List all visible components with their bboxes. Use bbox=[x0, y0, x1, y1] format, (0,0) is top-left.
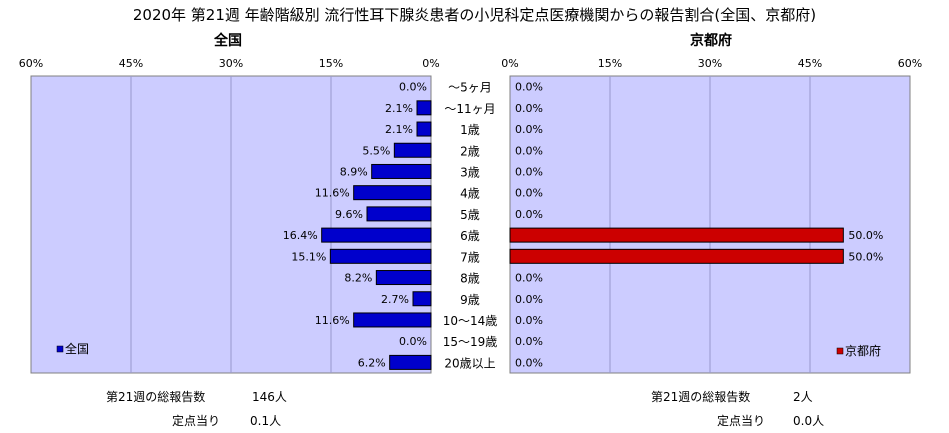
legend-swatch-left bbox=[56, 345, 64, 353]
data-label-right: 50.0% bbox=[848, 250, 883, 263]
data-label-right: 0.0% bbox=[515, 165, 543, 178]
data-label-right: 0.0% bbox=[515, 314, 543, 327]
bar-left bbox=[375, 270, 432, 286]
national-per-site-label: 定点当り bbox=[172, 414, 221, 428]
kyoto-per-site-value: 0.0人 bbox=[793, 414, 825, 428]
legend-label-left: 全国 bbox=[65, 341, 89, 356]
x-tick-label-right: 45% bbox=[798, 57, 822, 70]
data-label-left: 2.7% bbox=[381, 293, 409, 306]
kyoto-total-label: 第21週の総報告数 bbox=[651, 390, 751, 404]
category-label: ～11ヶ月 bbox=[444, 102, 495, 116]
data-label-left: 8.9% bbox=[340, 165, 368, 178]
x-tick-label-left: 45% bbox=[119, 57, 143, 70]
x-tick-label-left: 15% bbox=[319, 57, 343, 70]
national-total-label: 第21週の総報告数 bbox=[106, 390, 206, 404]
bar-left bbox=[416, 121, 432, 137]
kyoto-total-value: 2人 bbox=[793, 390, 813, 404]
data-label-left: 2.1% bbox=[385, 102, 413, 115]
data-label-right: 0.0% bbox=[515, 102, 543, 115]
data-label-left: 9.6% bbox=[335, 208, 363, 221]
x-tick-label-right: 15% bbox=[598, 57, 622, 70]
data-label-left: 11.6% bbox=[315, 314, 350, 327]
category-label: 10～14歳 bbox=[443, 314, 498, 328]
data-label-right: 0.0% bbox=[515, 208, 543, 221]
data-label-left: 8.2% bbox=[344, 272, 372, 285]
data-label-right: 0.0% bbox=[515, 356, 543, 369]
data-label-right: 0.0% bbox=[515, 293, 543, 306]
bar-left bbox=[416, 100, 432, 116]
legend-label-right: 京都府 bbox=[845, 343, 881, 358]
bar-left bbox=[412, 291, 432, 307]
panel-title-national: 全国 bbox=[214, 33, 242, 49]
data-label-left: 2.1% bbox=[385, 123, 413, 136]
category-label: 1歳 bbox=[460, 123, 480, 137]
x-tick-label-left: 0% bbox=[422, 57, 439, 70]
bar-left bbox=[321, 227, 432, 243]
x-tick-label-right: 0% bbox=[501, 57, 518, 70]
bar-left bbox=[329, 248, 432, 264]
category-label: 6歳 bbox=[460, 229, 480, 243]
data-label-right: 0.0% bbox=[515, 335, 543, 348]
x-tick-label-right: 30% bbox=[698, 57, 722, 70]
category-label: 2歳 bbox=[460, 144, 480, 158]
data-label-right: 0.0% bbox=[515, 187, 543, 200]
panel-title-kyoto: 京都府 bbox=[690, 33, 732, 49]
category-label: 20歳以上 bbox=[444, 356, 495, 370]
category-label: 5歳 bbox=[460, 208, 480, 222]
data-label-right: 0.0% bbox=[515, 144, 543, 157]
category-label: 3歳 bbox=[460, 165, 480, 179]
data-label-right: 0.0% bbox=[515, 272, 543, 285]
national-per-site-value: 0.1人 bbox=[250, 414, 282, 428]
category-label: 15～19歳 bbox=[443, 335, 498, 349]
category-label: 4歳 bbox=[460, 187, 480, 201]
bar-left bbox=[371, 163, 432, 179]
category-label: ～5ヶ月 bbox=[448, 81, 492, 95]
data-label-left: 15.1% bbox=[291, 250, 326, 263]
legend-swatch-right bbox=[836, 347, 844, 355]
bar-left bbox=[366, 206, 432, 222]
bar-right bbox=[509, 248, 844, 264]
data-label-left: 5.5% bbox=[362, 144, 390, 157]
national-total-value: 146人 bbox=[252, 390, 287, 404]
x-tick-label-left: 30% bbox=[219, 57, 243, 70]
data-label-left: 0.0% bbox=[399, 81, 427, 94]
data-label-right: 0.0% bbox=[515, 81, 543, 94]
category-label: 9歳 bbox=[460, 293, 480, 307]
bar-left bbox=[353, 312, 432, 328]
bar-left bbox=[353, 185, 432, 201]
data-label-left: 0.0% bbox=[399, 335, 427, 348]
bar-right bbox=[509, 227, 844, 243]
data-label-right: 50.0% bbox=[848, 229, 883, 242]
kyoto-per-site-label: 定点当り bbox=[717, 414, 766, 428]
data-label-right: 0.0% bbox=[515, 123, 543, 136]
data-label-left: 16.4% bbox=[283, 229, 318, 242]
x-tick-label-right: 60% bbox=[898, 57, 922, 70]
bar-left bbox=[389, 354, 432, 370]
data-label-left: 6.2% bbox=[358, 356, 386, 369]
category-label: 8歳 bbox=[460, 272, 480, 286]
category-label: 7歳 bbox=[460, 250, 480, 264]
bar-left bbox=[393, 142, 432, 158]
x-tick-label-left: 60% bbox=[19, 57, 43, 70]
chart-title: 2020年 第21週 年齢階級別 流行性耳下腺炎患者の小児科定点医療機関からの報… bbox=[132, 6, 817, 24]
data-label-left: 11.6% bbox=[315, 187, 350, 200]
